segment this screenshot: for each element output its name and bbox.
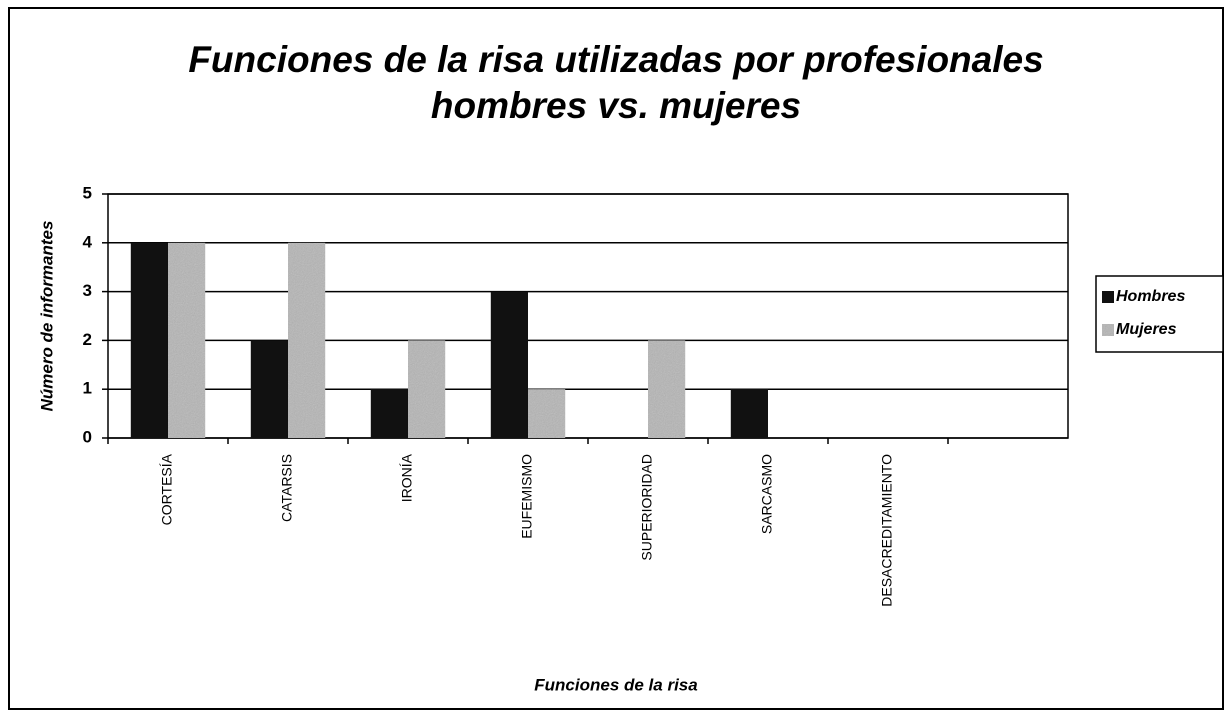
- bar: [490, 291, 528, 438]
- legend-swatch: [1102, 324, 1114, 336]
- x-tick-label: CATARSIS: [279, 454, 295, 522]
- x-tick-label: SUPERIORIDAD: [639, 454, 655, 561]
- bar: [408, 340, 446, 438]
- bar: [370, 389, 408, 438]
- x-tick-label: SARCASMO: [759, 454, 775, 534]
- bar: [730, 389, 768, 438]
- y-axis-title: Número de informantes: [37, 221, 56, 412]
- y-tick-label: 3: [83, 281, 92, 300]
- bar: [528, 389, 566, 438]
- y-tick-label: 4: [83, 232, 93, 251]
- x-tick-label: IRONÍA: [399, 453, 415, 502]
- y-tick-label: 1: [83, 379, 92, 398]
- y-tick-label: 2: [83, 330, 92, 349]
- x-tick-label: EUFEMISMO: [519, 454, 535, 539]
- bar: [288, 242, 326, 438]
- bar: [168, 242, 206, 438]
- chart-title: Funciones de la risa utilizadas por prof…: [188, 39, 1043, 80]
- x-tick-label: CORTESÍA: [159, 453, 175, 525]
- bar: [648, 340, 686, 438]
- legend-label: Hombres: [1116, 288, 1185, 305]
- bar: [250, 340, 288, 438]
- y-tick-label: 5: [83, 183, 92, 202]
- legend-swatch: [1102, 291, 1114, 303]
- bar: [130, 242, 168, 438]
- x-tick-label: DESACREDITAMIENTO: [879, 454, 895, 607]
- x-axis-title: Funciones de la risa: [534, 675, 697, 694]
- legend-box: [1095, 275, 1224, 353]
- legend-label: Mujeres: [1116, 321, 1177, 338]
- y-tick-label: 0: [83, 427, 92, 446]
- chart-title: hombres vs. mujeres: [431, 85, 801, 126]
